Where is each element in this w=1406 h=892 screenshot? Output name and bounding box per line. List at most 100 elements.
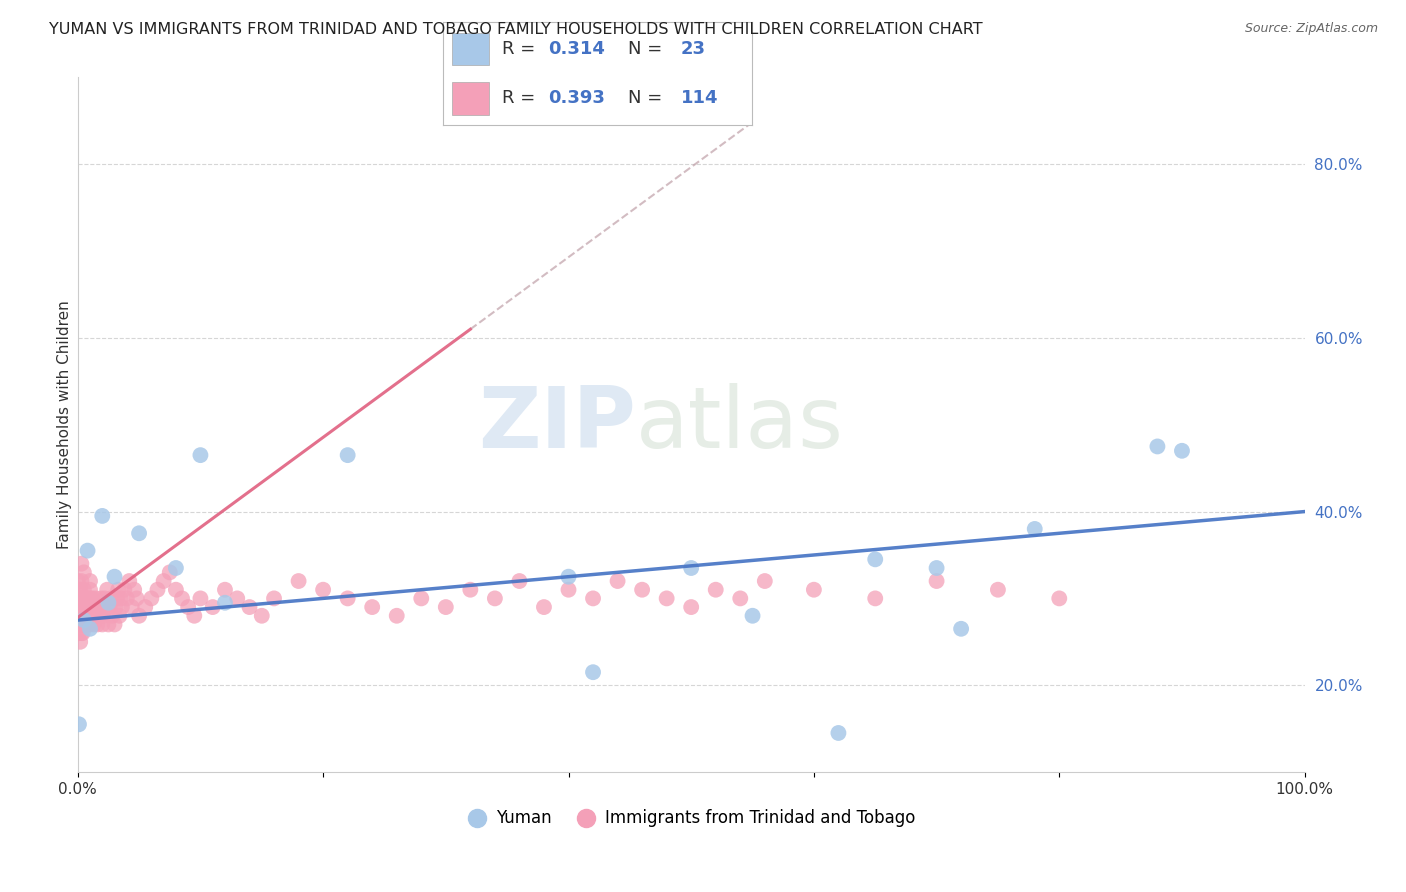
Point bbox=[361, 600, 384, 615]
Point bbox=[385, 608, 408, 623]
Point bbox=[214, 596, 236, 610]
Point bbox=[557, 582, 579, 597]
Point bbox=[1024, 522, 1046, 536]
Point bbox=[79, 574, 101, 588]
Point bbox=[704, 582, 727, 597]
Point bbox=[111, 600, 134, 615]
Text: 0.314: 0.314 bbox=[548, 40, 605, 58]
Text: 0.393: 0.393 bbox=[548, 89, 605, 107]
Point bbox=[287, 574, 309, 588]
Point bbox=[190, 448, 212, 462]
Point bbox=[75, 608, 97, 623]
Point bbox=[484, 591, 506, 606]
Point bbox=[69, 600, 91, 615]
Point bbox=[91, 508, 114, 523]
Point bbox=[925, 561, 948, 575]
Point bbox=[101, 608, 124, 623]
Point bbox=[1047, 591, 1070, 606]
Point bbox=[75, 600, 97, 615]
Point bbox=[77, 617, 100, 632]
Point bbox=[86, 617, 108, 632]
Point bbox=[803, 582, 825, 597]
Point bbox=[69, 617, 91, 632]
Point bbox=[79, 600, 101, 615]
Point bbox=[1146, 440, 1168, 454]
Point bbox=[82, 608, 104, 623]
Point bbox=[89, 608, 111, 623]
Point bbox=[67, 617, 90, 632]
Point bbox=[165, 561, 187, 575]
Point bbox=[105, 591, 128, 606]
Point bbox=[170, 591, 193, 606]
Point bbox=[76, 543, 98, 558]
Point bbox=[82, 591, 104, 606]
Point bbox=[411, 591, 433, 606]
Point bbox=[94, 600, 117, 615]
Point bbox=[631, 582, 654, 597]
Point bbox=[67, 582, 90, 597]
Text: R =: R = bbox=[502, 89, 541, 107]
Point bbox=[214, 582, 236, 597]
Point bbox=[146, 582, 169, 597]
Point bbox=[112, 582, 135, 597]
Point bbox=[100, 591, 122, 606]
Text: YUMAN VS IMMIGRANTS FROM TRINIDAD AND TOBAGO FAMILY HOUSEHOLDS WITH CHILDREN COR: YUMAN VS IMMIGRANTS FROM TRINIDAD AND TO… bbox=[49, 22, 983, 37]
Point bbox=[238, 600, 260, 615]
Point bbox=[134, 600, 156, 615]
Point bbox=[69, 635, 91, 649]
Point bbox=[655, 591, 678, 606]
Point bbox=[72, 591, 94, 606]
Point bbox=[97, 617, 120, 632]
Point bbox=[96, 582, 118, 597]
Point bbox=[925, 574, 948, 588]
Point bbox=[190, 591, 212, 606]
Point bbox=[70, 608, 93, 623]
Point bbox=[681, 600, 703, 615]
Point bbox=[250, 608, 273, 623]
Point bbox=[79, 591, 101, 606]
Point bbox=[121, 600, 143, 615]
Point bbox=[79, 622, 101, 636]
Bar bbox=[453, 82, 489, 114]
Point bbox=[128, 608, 150, 623]
Point bbox=[75, 617, 97, 632]
Point bbox=[108, 608, 131, 623]
Point bbox=[76, 608, 98, 623]
Point bbox=[533, 600, 555, 615]
Point bbox=[70, 626, 93, 640]
Point bbox=[165, 582, 187, 597]
Point bbox=[97, 596, 120, 610]
Point bbox=[606, 574, 628, 588]
Point bbox=[115, 591, 138, 606]
Point bbox=[263, 591, 285, 606]
Point bbox=[557, 570, 579, 584]
Point bbox=[103, 617, 125, 632]
Point bbox=[67, 626, 90, 640]
Point bbox=[312, 582, 335, 597]
Point bbox=[73, 613, 96, 627]
Point bbox=[336, 448, 359, 462]
Point bbox=[84, 591, 107, 606]
Point bbox=[67, 717, 90, 731]
Point bbox=[125, 591, 148, 606]
Point bbox=[72, 608, 94, 623]
Point bbox=[79, 617, 101, 632]
Point bbox=[681, 561, 703, 575]
Point bbox=[152, 574, 174, 588]
Point bbox=[177, 600, 200, 615]
Point bbox=[460, 582, 482, 597]
Point bbox=[103, 570, 125, 584]
Point bbox=[91, 617, 114, 632]
Point bbox=[159, 566, 181, 580]
Point bbox=[72, 626, 94, 640]
Text: N =: N = bbox=[628, 40, 668, 58]
Point bbox=[93, 608, 115, 623]
Point bbox=[83, 617, 105, 632]
Point bbox=[67, 600, 90, 615]
Text: 23: 23 bbox=[681, 40, 706, 58]
Point bbox=[863, 591, 887, 606]
Point bbox=[79, 608, 101, 623]
Point bbox=[75, 591, 97, 606]
Y-axis label: Family Households with Children: Family Households with Children bbox=[58, 301, 72, 549]
Point bbox=[79, 582, 101, 597]
